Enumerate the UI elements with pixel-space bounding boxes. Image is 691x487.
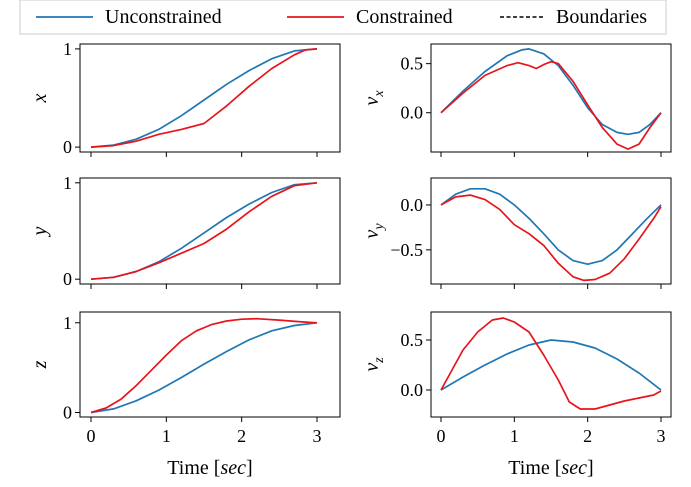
x-ytick-label: 1 bbox=[63, 39, 72, 59]
vy-series-constrained bbox=[440, 194, 662, 282]
vz-xtick-label: 0 bbox=[437, 426, 446, 446]
vx-series-constrained bbox=[440, 60, 662, 150]
vx-axes-frame bbox=[430, 43, 672, 153]
xlabel-right: Time [sec] bbox=[508, 457, 593, 479]
vz-xtick-label: 3 bbox=[657, 426, 666, 446]
y-ytick-label: 0 bbox=[63, 269, 72, 289]
z-xtick-label: 3 bbox=[313, 426, 322, 446]
subplot-x: 0 1 x bbox=[29, 39, 341, 157]
z-xtick-label: 2 bbox=[237, 426, 246, 446]
z-xtick-label: 1 bbox=[162, 426, 171, 446]
vz-ytick-label: 0.5 bbox=[401, 330, 424, 350]
subplot-vz: 0.5 0.0 0 1 2 3 vz bbox=[361, 311, 672, 446]
x-series-unconstrained bbox=[90, 48, 318, 148]
vy-ytick-label: 0.0 bbox=[401, 195, 424, 215]
y-series-unconstrained bbox=[90, 181, 318, 281]
vx-ylabel: vx bbox=[361, 90, 387, 106]
z-ylabel: z bbox=[29, 360, 51, 369]
z-series-unconstrained bbox=[90, 321, 318, 414]
y-ylabel: y bbox=[29, 226, 51, 237]
legend-boundaries-label: Boundaries bbox=[556, 6, 647, 28]
vz-xtick-label: 2 bbox=[583, 426, 592, 446]
z-axes-frame bbox=[79, 311, 341, 418]
vz-ytick-label: 0.0 bbox=[401, 380, 424, 400]
z-ytick-label: 1 bbox=[63, 313, 72, 333]
legend: Unconstrained Constrained Boundaries bbox=[19, 0, 667, 35]
subplot-y: 0 1 y bbox=[29, 173, 341, 289]
vy-series-unconstrained bbox=[440, 187, 662, 266]
subplot-vy: 0.0 −0.5vy bbox=[361, 177, 672, 289]
vx-ytick-label: 0.5 bbox=[401, 54, 424, 74]
vz-axes-frame bbox=[430, 311, 672, 418]
vy-ylabel: vy bbox=[361, 223, 387, 239]
legend-constrained-label: Constrained bbox=[356, 6, 453, 28]
y-series-constrained bbox=[90, 181, 318, 281]
subplot-grid: 0 1 x 0.5 0.0 vx 0 1 y 0.0 −0.5vy 0 1 0 1 2 3 z 0.5 0.0 0 1 2 3… bbox=[29, 39, 672, 446]
vz-xtick-label: 1 bbox=[510, 426, 519, 446]
y-ytick-label: 1 bbox=[63, 173, 72, 193]
x-axes-frame bbox=[79, 43, 341, 153]
xlabel-left: Time [sec] bbox=[167, 457, 252, 479]
vy-axes-frame bbox=[430, 177, 672, 285]
vz-ylabel: vz bbox=[361, 357, 387, 372]
vy-ytick-label: −0.5 bbox=[390, 240, 423, 260]
subplot-vx: 0.5 0.0 vx bbox=[361, 43, 672, 157]
subplot-z: 0 1 0 1 2 3 z bbox=[29, 311, 341, 446]
vz-series-constrained bbox=[440, 317, 662, 410]
legend-unconstrained-label: Unconstrained bbox=[105, 6, 222, 28]
vz-series-unconstrained bbox=[440, 339, 662, 391]
z-series-constrained bbox=[90, 317, 318, 414]
z-ytick-label: 0 bbox=[63, 403, 72, 423]
z-xtick-label: 0 bbox=[87, 426, 96, 446]
x-ytick-label: 0 bbox=[63, 137, 72, 157]
x-series-constrained bbox=[90, 48, 318, 148]
x-ylabel: x bbox=[29, 93, 51, 103]
vx-series-unconstrained bbox=[440, 48, 662, 136]
vx-ytick-label: 0.0 bbox=[401, 103, 424, 123]
y-axes-frame bbox=[79, 177, 341, 285]
